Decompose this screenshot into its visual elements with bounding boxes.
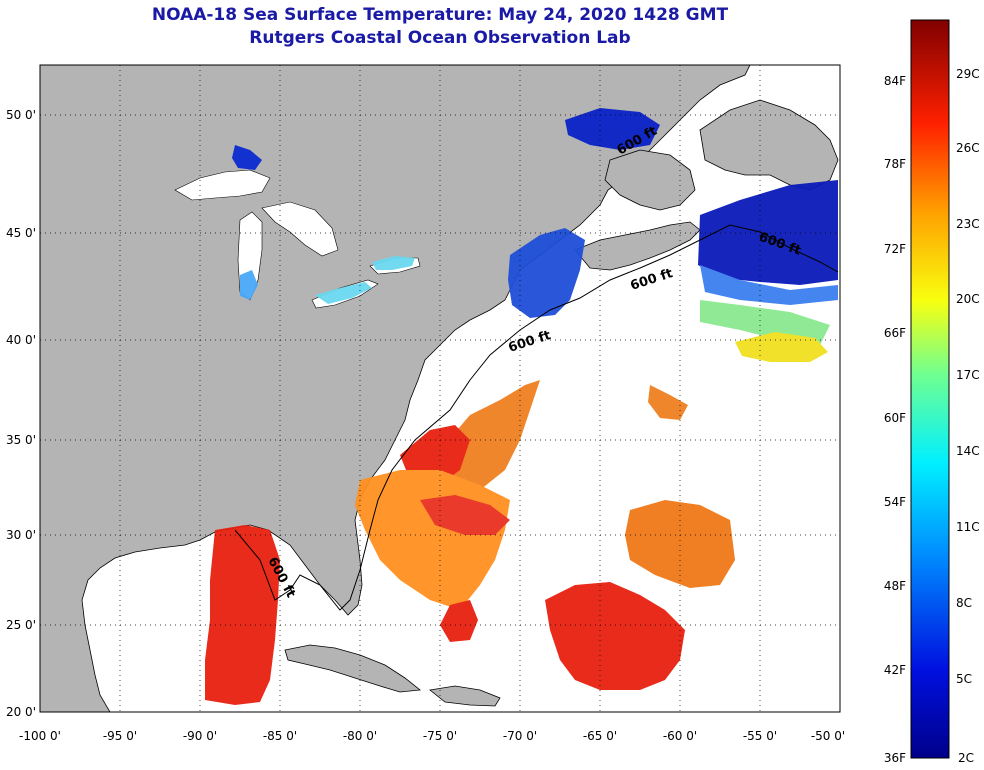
cb-f-label: 84F: [884, 74, 906, 88]
colorbar-gradient: [910, 19, 950, 759]
colorbar: 84F 78F 72F 66F 60F 54F 48F 42F 36F 29C …: [884, 19, 980, 765]
cb-f-label: 54F: [884, 495, 906, 509]
lon-label: -90 0': [183, 729, 217, 743]
cb-c-label: 5C: [956, 672, 972, 686]
title-line-1: NOAA-18 Sea Surface Temperature: May 24,…: [151, 5, 729, 25]
cb-f-label: 78F: [884, 157, 906, 171]
sst-gulf-stream-core: [420, 495, 510, 535]
lat-label: 30 0': [6, 528, 36, 542]
lon-label: -100 0': [19, 729, 61, 743]
sst-gulf-of-mexico: [205, 525, 280, 705]
cb-c-label: 29C: [956, 67, 980, 81]
sst-gulf-of-st-lawrence: [565, 108, 660, 150]
sst-data-overlay: [205, 108, 838, 705]
lon-label: -55 0': [743, 729, 777, 743]
cuba-land: [284, 644, 422, 693]
map-title: NOAA-18 Sea Surface Temperature: May 24,…: [40, 4, 840, 50]
lat-label: 40 0': [6, 333, 36, 347]
map-border: [39, 64, 841, 713]
cb-c-label: 23C: [956, 217, 980, 231]
sst-sargasso-warm: [625, 500, 735, 588]
lat-label: 20 0': [6, 705, 36, 719]
cb-c-label: 14C: [956, 444, 980, 458]
hispaniola-land: [429, 685, 501, 707]
newfoundland-land: [699, 99, 839, 191]
sst-lake-michigan-south: [240, 270, 258, 300]
graticule: [40, 65, 840, 712]
cb-f-label: 72F: [884, 242, 906, 256]
lon-label: -65 0': [583, 729, 617, 743]
sst-sargasso-south: [545, 582, 685, 690]
title-line-2: Rutgers Coastal Ocean Observation Lab: [249, 28, 631, 48]
sst-gulf-of-maine: [508, 228, 585, 318]
sst-lake-ontario: [372, 256, 415, 270]
lon-label: -85 0': [263, 729, 297, 743]
cb-c-label: 20C: [956, 292, 980, 306]
colorbar-fahrenheit-labels: 84F 78F 72F 66F 60F 54F 48F 42F 36F: [884, 74, 906, 765]
cb-c-label: 11C: [956, 520, 980, 534]
lon-label: -60 0': [663, 729, 697, 743]
cb-f-label: 42F: [884, 663, 906, 677]
lon-label: -80 0': [343, 729, 377, 743]
cb-f-label: 48F: [884, 579, 906, 593]
sst-lake-superior: [232, 145, 262, 170]
isobath-600ft: [234, 224, 839, 611]
nova-scotia-land: [574, 221, 701, 271]
map-frame: [40, 65, 840, 712]
sst-lake-erie: [315, 282, 372, 304]
sst-bahamas-south: [440, 600, 478, 642]
lat-label: 50 0': [6, 108, 36, 122]
cb-f-label: 66F: [884, 326, 906, 340]
cb-c-label: 2C: [958, 751, 974, 765]
lon-label: -95 0': [103, 729, 137, 743]
cb-f-label: 60F: [884, 411, 906, 425]
lon-label: -50 0': [811, 729, 845, 743]
colorbar-celsius-labels: 29C 26C 23C 20C 17C 14C 11C 8C 5C 2C: [956, 67, 980, 765]
lon-label: -70 0': [503, 729, 537, 743]
lat-label: 45 0': [6, 226, 36, 240]
sst-scotian-shelf-warm-edge: [700, 265, 838, 305]
cb-c-label: 8C: [956, 596, 972, 610]
cb-c-label: 26C: [956, 141, 980, 155]
sst-offshore-patch: [648, 385, 688, 420]
sst-slope-water: [700, 300, 830, 345]
cb-f-label: 36F: [884, 751, 906, 765]
lake-superior: [174, 169, 271, 201]
lat-label: 35 0': [6, 433, 36, 447]
cb-c-label: 17C: [956, 368, 980, 382]
longitude-labels: -100 0' -95 0' -90 0' -85 0' -80 0' -75 …: [19, 729, 845, 743]
sst-warm-ring: [735, 332, 828, 362]
lat-label: 25 0': [6, 618, 36, 632]
lon-label: -75 0': [423, 729, 457, 743]
sst-scotian-shelf: [698, 180, 838, 285]
latitude-labels: 50 0' 45 0' 40 0' 35 0' 30 0' 25 0' 20 0…: [6, 108, 36, 719]
lake-huron: [261, 201, 339, 257]
